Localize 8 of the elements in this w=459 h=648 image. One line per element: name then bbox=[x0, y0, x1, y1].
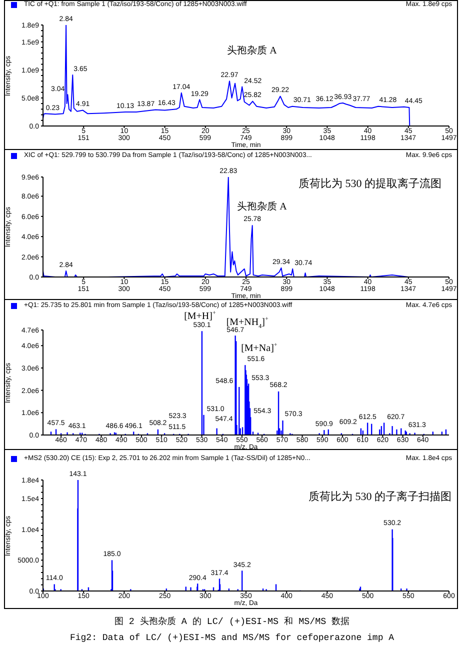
annotation: 质荷比为 530 的提取离子流图 bbox=[298, 178, 442, 190]
annotation: [M+H]$^{+}$ bbox=[184, 310, 216, 322]
annotation: 质荷比为 530 的子离子扫描图 bbox=[308, 491, 452, 503]
caption: 图 2 头孢杂质 A 的 LC/ (+)ESI-MS 和 MS/MS 数据 bbox=[114, 616, 350, 628]
annotation: [M+Na]$^{+}$ bbox=[241, 342, 278, 354]
annotation: 头孢杂质 A bbox=[227, 46, 277, 56]
caption: Fig2: Data of LC/ (+)ESI-MS and MS/MS for cefoperazone imp A bbox=[70, 633, 394, 643]
annotation: 头孢杂质 A bbox=[237, 202, 287, 212]
